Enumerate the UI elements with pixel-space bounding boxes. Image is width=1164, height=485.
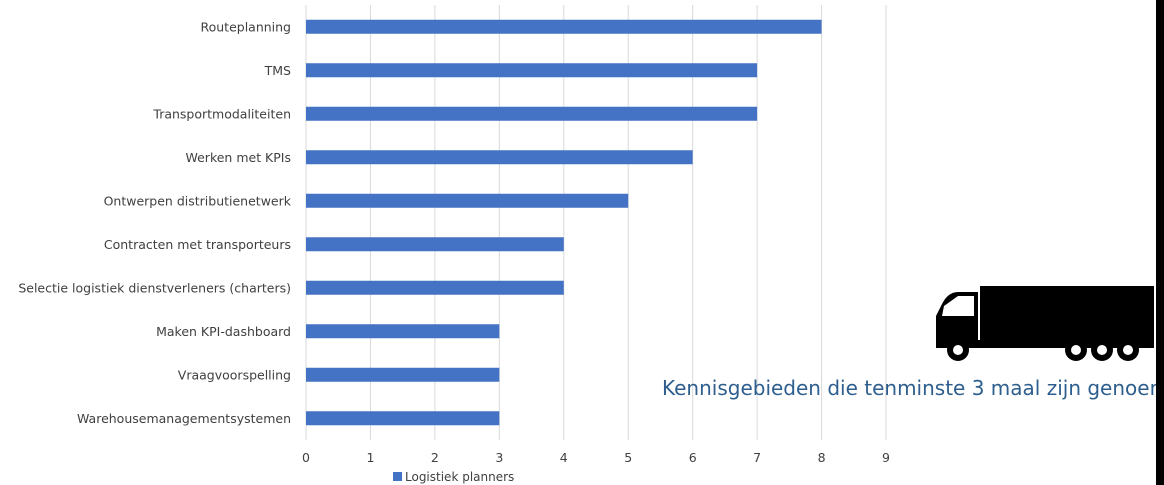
x-tick-label: 7 xyxy=(753,450,761,465)
category-label: Selectie logistiek dienstverleners (char… xyxy=(18,280,291,295)
category-label: Transportmodaliteiten xyxy=(152,106,291,121)
x-tick-label: 6 xyxy=(689,450,697,465)
bar xyxy=(306,280,564,295)
truck-icon xyxy=(928,282,1156,367)
category-labels: Routeplanning TMS Transportmodaliteiten Wer… xyxy=(18,19,291,426)
legend-label: Logistiek planners xyxy=(405,470,514,484)
category-label: Contracten met transporteurs xyxy=(104,237,291,252)
x-tick-label: 0 xyxy=(302,450,310,465)
x-tick-label: 8 xyxy=(818,450,826,465)
category-label: Vraagvoorspelling xyxy=(178,367,291,382)
legend: Logistiek planners xyxy=(393,470,514,484)
category-label: Werken met KPIs xyxy=(185,150,291,165)
bar xyxy=(306,193,629,208)
category-label: Warehousemanagementsystemen xyxy=(77,411,291,426)
bar xyxy=(306,237,564,252)
x-tick-labels: 0 1 2 3 4 5 6 7 8 9 xyxy=(302,450,890,465)
bar xyxy=(306,150,693,165)
edge-border xyxy=(1156,0,1164,485)
bar xyxy=(306,63,758,78)
x-tick-label: 3 xyxy=(495,450,503,465)
bar xyxy=(306,324,500,339)
legend-swatch xyxy=(393,472,402,481)
bar xyxy=(306,367,500,382)
category-label: Maken KPI-dashboard xyxy=(156,324,291,339)
category-label: TMS xyxy=(264,63,291,78)
gridlines xyxy=(305,5,887,440)
x-tick-label: 9 xyxy=(882,450,890,465)
bars xyxy=(306,19,822,426)
x-tick-label: 4 xyxy=(560,450,568,465)
caption: Kennisgebieden die tenminste 3 maal zijn… xyxy=(662,376,1156,400)
bar xyxy=(306,19,822,34)
bar xyxy=(306,106,758,121)
bar xyxy=(306,411,500,426)
x-tick-label: 2 xyxy=(431,450,439,465)
category-label: Routeplanning xyxy=(200,19,291,34)
category-label: Ontwerpen distributienetwerk xyxy=(104,193,292,208)
x-tick-label: 5 xyxy=(624,450,632,465)
x-tick-label: 1 xyxy=(366,450,374,465)
